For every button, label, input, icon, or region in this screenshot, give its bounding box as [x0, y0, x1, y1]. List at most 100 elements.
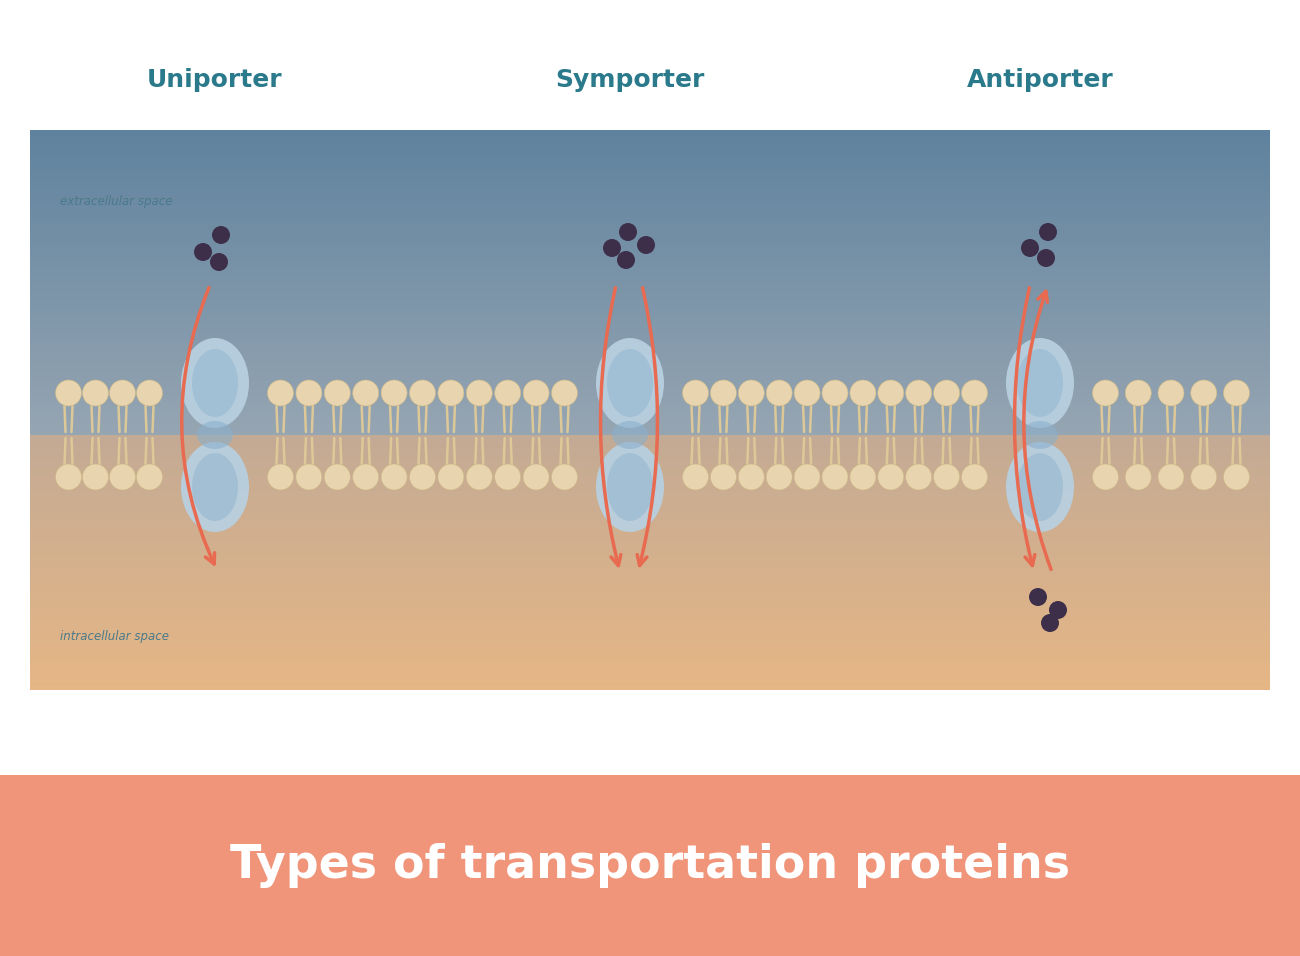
- Circle shape: [551, 464, 577, 490]
- Bar: [30, 644, 1270, 646]
- Bar: [30, 432, 1270, 435]
- Bar: [30, 350, 1270, 353]
- Bar: [30, 377, 1270, 380]
- Circle shape: [109, 380, 135, 406]
- Circle shape: [381, 464, 407, 490]
- Bar: [30, 484, 1270, 486]
- Ellipse shape: [595, 338, 664, 428]
- Circle shape: [618, 251, 634, 269]
- Circle shape: [296, 380, 322, 406]
- Bar: [30, 596, 1270, 598]
- Circle shape: [136, 464, 162, 490]
- Ellipse shape: [1006, 442, 1074, 532]
- Bar: [30, 473, 1270, 476]
- Circle shape: [212, 226, 230, 244]
- Bar: [30, 222, 1270, 225]
- Bar: [30, 675, 1270, 677]
- Bar: [30, 450, 1270, 453]
- Ellipse shape: [1017, 453, 1063, 521]
- Bar: [30, 684, 1270, 687]
- Circle shape: [324, 380, 350, 406]
- Bar: [30, 491, 1270, 493]
- Bar: [30, 576, 1270, 577]
- Bar: [30, 455, 1270, 458]
- Bar: [30, 570, 1270, 573]
- Bar: [30, 176, 1270, 179]
- Bar: [30, 486, 1270, 489]
- Circle shape: [1020, 239, 1039, 257]
- Text: intracellular space: intracellular space: [60, 630, 169, 643]
- Circle shape: [1092, 464, 1118, 490]
- Bar: [30, 215, 1270, 219]
- Bar: [30, 493, 1270, 496]
- Bar: [30, 511, 1270, 514]
- Bar: [30, 237, 1270, 240]
- Bar: [30, 133, 1270, 136]
- Bar: [30, 140, 1270, 142]
- Bar: [30, 304, 1270, 307]
- Circle shape: [82, 380, 108, 406]
- Bar: [30, 297, 1270, 301]
- Bar: [30, 410, 1270, 414]
- Bar: [30, 258, 1270, 261]
- FancyArrowPatch shape: [1014, 288, 1035, 566]
- Ellipse shape: [1022, 421, 1058, 449]
- Bar: [30, 371, 1270, 374]
- Bar: [30, 294, 1270, 297]
- Bar: [30, 166, 1270, 169]
- Ellipse shape: [612, 421, 647, 449]
- Circle shape: [136, 380, 162, 406]
- Bar: [30, 392, 1270, 396]
- Bar: [30, 286, 1270, 289]
- Circle shape: [1158, 464, 1184, 490]
- Circle shape: [410, 464, 436, 490]
- Text: Types of transportation proteins: Types of transportation proteins: [230, 843, 1070, 888]
- Bar: [30, 616, 1270, 619]
- Bar: [30, 389, 1270, 392]
- Bar: [30, 173, 1270, 176]
- Bar: [30, 158, 1270, 161]
- Bar: [30, 228, 1270, 230]
- Bar: [30, 611, 1270, 614]
- Bar: [30, 279, 1270, 283]
- Ellipse shape: [198, 421, 233, 449]
- Bar: [30, 501, 1270, 504]
- Circle shape: [296, 464, 322, 490]
- Bar: [30, 550, 1270, 553]
- FancyArrowPatch shape: [1024, 292, 1050, 570]
- Bar: [30, 233, 1270, 237]
- Bar: [30, 292, 1270, 294]
- Bar: [30, 188, 1270, 191]
- Bar: [30, 335, 1270, 337]
- Bar: [30, 353, 1270, 356]
- Bar: [30, 255, 1270, 258]
- Bar: [30, 496, 1270, 499]
- Bar: [30, 519, 1270, 522]
- Bar: [30, 458, 1270, 461]
- Bar: [30, 407, 1270, 410]
- Bar: [0, 775, 1300, 956]
- Bar: [30, 568, 1270, 570]
- Circle shape: [637, 236, 655, 254]
- Bar: [30, 358, 1270, 361]
- Bar: [30, 614, 1270, 616]
- Bar: [30, 130, 1270, 133]
- Bar: [30, 417, 1270, 420]
- Circle shape: [410, 380, 436, 406]
- Bar: [30, 504, 1270, 507]
- Bar: [30, 365, 1270, 368]
- Bar: [30, 399, 1270, 402]
- Circle shape: [381, 380, 407, 406]
- Circle shape: [878, 464, 904, 490]
- Bar: [30, 687, 1270, 690]
- Bar: [30, 652, 1270, 654]
- Circle shape: [933, 380, 959, 406]
- Circle shape: [850, 380, 876, 406]
- Bar: [30, 654, 1270, 657]
- Circle shape: [438, 464, 464, 490]
- Bar: [30, 499, 1270, 501]
- Bar: [30, 542, 1270, 545]
- Bar: [30, 368, 1270, 371]
- Bar: [30, 606, 1270, 608]
- Bar: [30, 440, 1270, 443]
